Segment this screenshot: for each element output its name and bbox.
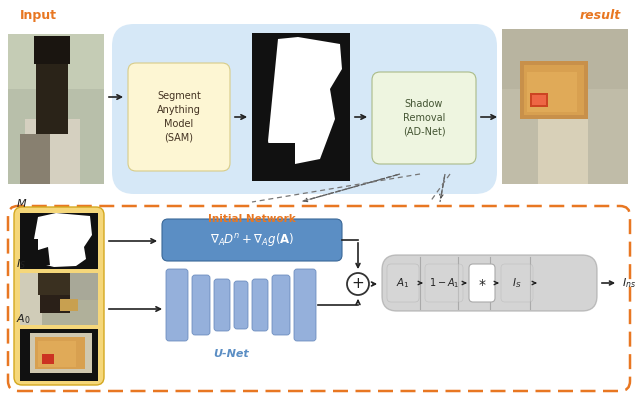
Bar <box>530 93 548 107</box>
FancyBboxPatch shape <box>8 206 630 391</box>
Bar <box>38 341 76 367</box>
Bar <box>42 354 54 364</box>
Text: $*$: $*$ <box>477 276 486 290</box>
FancyBboxPatch shape <box>272 275 290 335</box>
FancyBboxPatch shape <box>192 275 210 335</box>
FancyBboxPatch shape <box>425 264 463 302</box>
FancyBboxPatch shape <box>469 264 495 302</box>
Text: $I_S$: $I_S$ <box>512 276 522 290</box>
Text: Initial Network: Initial Network <box>208 214 296 224</box>
FancyBboxPatch shape <box>128 63 230 171</box>
FancyBboxPatch shape <box>387 264 419 302</box>
Polygon shape <box>35 247 50 266</box>
Text: $A_1$: $A_1$ <box>396 276 410 290</box>
Bar <box>20 239 38 269</box>
Text: $M$: $M$ <box>16 197 28 209</box>
FancyBboxPatch shape <box>166 269 188 341</box>
Text: $I_{ns}$: $I_{ns}$ <box>622 276 636 290</box>
Text: $I_S$: $I_S$ <box>16 257 26 271</box>
Bar <box>524 65 584 115</box>
Text: U-Net: U-Net <box>213 349 249 359</box>
Bar <box>20 300 98 325</box>
Bar <box>538 104 588 184</box>
Text: Shadow
Removal
(AD-Net): Shadow Removal (AD-Net) <box>403 99 445 137</box>
FancyBboxPatch shape <box>382 255 597 311</box>
Bar <box>20 329 98 381</box>
FancyBboxPatch shape <box>234 281 248 329</box>
Bar <box>527 72 577 112</box>
FancyBboxPatch shape <box>501 264 533 302</box>
Bar <box>520 61 588 119</box>
FancyBboxPatch shape <box>252 279 268 331</box>
FancyBboxPatch shape <box>294 269 316 341</box>
Bar <box>252 33 350 181</box>
Text: Segment
Anything
Model
(SAM): Segment Anything Model (SAM) <box>157 91 201 143</box>
Bar <box>8 34 104 184</box>
Bar <box>20 213 98 269</box>
Text: result: result <box>579 9 621 22</box>
Bar <box>38 273 70 295</box>
Bar <box>532 95 546 105</box>
FancyBboxPatch shape <box>162 219 342 261</box>
Text: $A_0$: $A_0$ <box>16 312 31 326</box>
FancyBboxPatch shape <box>112 24 497 194</box>
Bar <box>20 134 50 184</box>
Text: $1-A_1$: $1-A_1$ <box>429 276 460 290</box>
FancyBboxPatch shape <box>372 72 476 164</box>
Text: $\nabla_A D^n + \nabla_A g(\mathbf{A})$: $\nabla_A D^n + \nabla_A g(\mathbf{A})$ <box>210 231 294 249</box>
Text: +: + <box>351 277 364 292</box>
Bar <box>265 143 295 181</box>
Bar <box>40 273 70 313</box>
Polygon shape <box>268 37 342 164</box>
Bar <box>502 29 628 89</box>
Bar <box>36 54 68 134</box>
Bar <box>60 299 78 311</box>
Bar <box>502 29 628 184</box>
Circle shape <box>347 273 369 295</box>
Bar <box>34 36 70 64</box>
Bar <box>20 273 42 325</box>
FancyBboxPatch shape <box>214 279 230 331</box>
Bar <box>20 273 98 325</box>
Bar <box>35 337 85 369</box>
Bar <box>8 34 104 89</box>
Text: Input: Input <box>19 9 56 22</box>
Polygon shape <box>30 213 92 267</box>
FancyBboxPatch shape <box>14 207 104 385</box>
Bar <box>25 119 80 184</box>
Bar <box>30 333 92 373</box>
Polygon shape <box>276 144 292 164</box>
